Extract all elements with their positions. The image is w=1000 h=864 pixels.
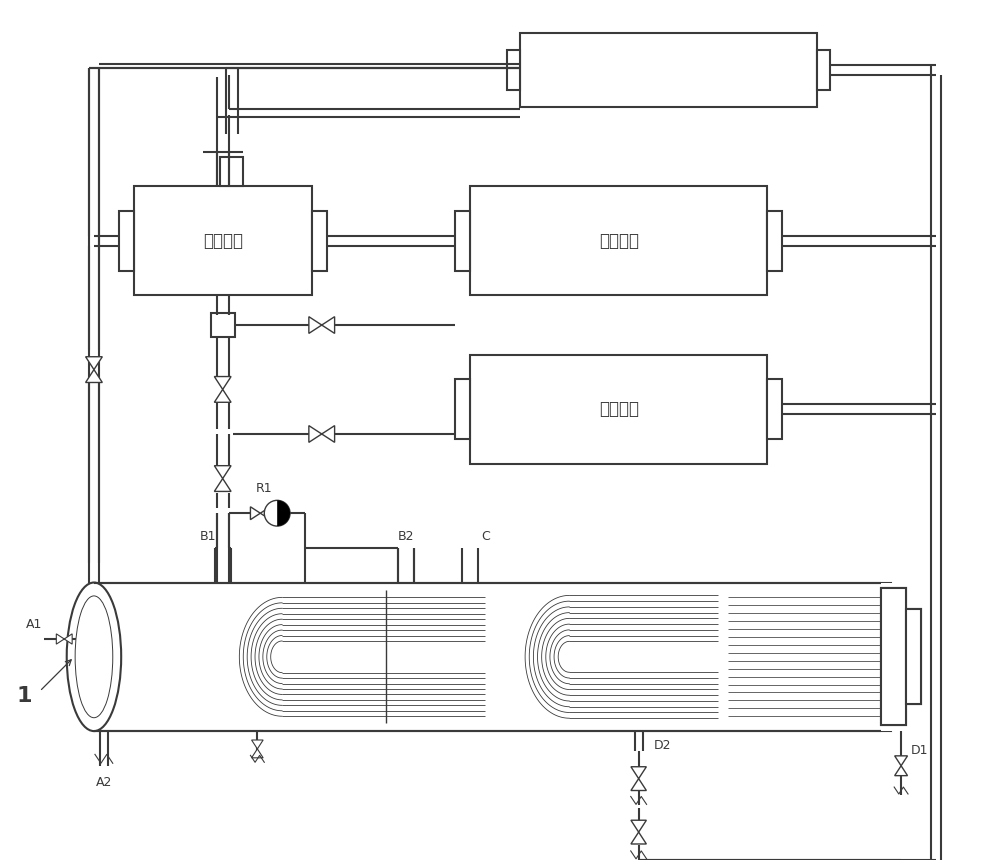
Bar [134,187,312,295]
Polygon shape [309,426,322,442]
Bar [767,211,782,270]
Polygon shape [86,357,102,370]
Text: 燃气轮机: 燃气轮机 [599,232,639,250]
Polygon shape [64,634,72,645]
Bar [455,211,470,270]
Polygon shape [309,317,322,334]
Text: A1: A1 [26,618,43,631]
Bar [520,33,817,107]
Polygon shape [252,749,263,758]
Bar [470,187,767,295]
Bar [906,609,921,704]
Bar [817,49,830,91]
Polygon shape [895,766,908,776]
Bar [211,313,235,337]
Bar [119,211,134,270]
Text: R1: R1 [256,482,273,495]
Polygon shape [631,766,646,778]
Text: 启动锅炉: 启动锅炉 [599,400,639,418]
Bar [881,588,906,725]
Bar [767,379,782,439]
Polygon shape [895,756,908,766]
Polygon shape [322,426,335,442]
Text: 1: 1 [17,686,32,707]
Polygon shape [322,317,335,334]
Polygon shape [86,370,102,383]
Polygon shape [214,390,231,403]
Polygon shape [250,507,260,519]
Bar [94,582,891,731]
Circle shape [264,500,290,526]
Text: D1: D1 [911,745,928,758]
Polygon shape [56,634,64,645]
Ellipse shape [67,582,121,731]
Bar [881,588,906,725]
Polygon shape [214,377,231,390]
Text: B2: B2 [398,530,414,543]
Wedge shape [277,500,290,526]
Polygon shape [252,740,263,749]
Bar [470,355,767,464]
Bar [220,156,243,187]
Bar [455,379,470,439]
Polygon shape [631,778,646,791]
Polygon shape [260,507,270,519]
Text: C: C [481,530,490,543]
Polygon shape [214,479,231,492]
Text: B1: B1 [200,530,216,543]
Text: 余热锅炉: 余热锅炉 [203,232,243,250]
Text: D2: D2 [654,740,671,753]
Bar [906,609,921,704]
Polygon shape [631,820,646,832]
Text: A2: A2 [96,776,112,789]
Polygon shape [631,832,646,844]
Bar [507,49,520,91]
Polygon shape [214,466,231,479]
Ellipse shape [75,596,113,718]
Bar [881,582,931,731]
Bar [312,211,327,270]
